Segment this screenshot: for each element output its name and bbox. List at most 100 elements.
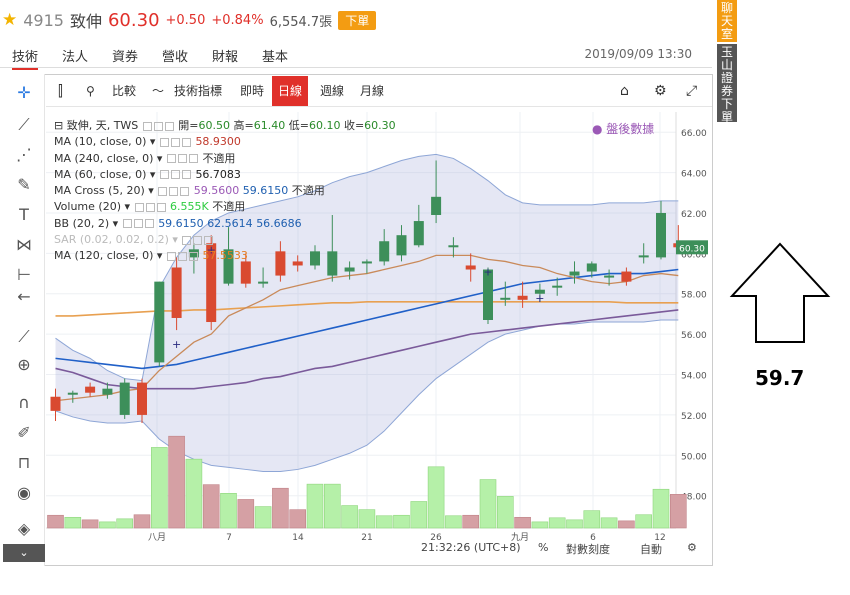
candle-body xyxy=(327,251,338,276)
chart-toolbar: ⫿ ⚲ 比較 〜 技術指標 即時 日線 週線 月線 ⌂ ⚙ ⤢ xyxy=(46,75,712,107)
indicator-value: 59.6150 xyxy=(158,216,204,230)
axis-settings-icon[interactable]: ⚙ xyxy=(687,541,697,554)
crosshair-icon[interactable]: ✛ xyxy=(17,83,31,102)
compare-button[interactable]: 比較 xyxy=(112,84,137,98)
up-arrow-icon xyxy=(729,242,831,343)
candle-body xyxy=(431,196,442,215)
fullscreen-icon[interactable]: ⤢ xyxy=(686,83,698,99)
pattern-icon[interactable]: ⋈ xyxy=(16,235,32,254)
candle-body xyxy=(552,285,563,288)
sar-marker: + xyxy=(535,292,544,305)
volume-bar xyxy=(133,514,151,529)
legend-volume[interactable]: Volume (20) ▾ 6.555K 不適用 xyxy=(54,200,246,214)
indicator-value-3: 56.6686 xyxy=(256,216,302,230)
x-tick-label: 7 xyxy=(226,533,232,543)
realtime-button[interactable]: 即時 xyxy=(240,84,265,98)
tab-financials[interactable]: 財報 xyxy=(212,50,239,65)
star-icon[interactable]: ★ xyxy=(2,10,18,30)
volume-bar xyxy=(479,479,497,529)
indicators-button[interactable]: 技術指標 xyxy=(174,84,223,98)
close-value: 60.30 xyxy=(364,119,396,132)
candle-body xyxy=(50,396,61,411)
order-button[interactable]: 下單 xyxy=(338,10,377,30)
broker-order-button[interactable]: 玉山證券下單 xyxy=(717,44,737,124)
volume-bar xyxy=(254,506,272,529)
collapse-icon[interactable]: ⌄ xyxy=(3,544,45,562)
volume-bar xyxy=(220,493,237,529)
bollinger-band-fill xyxy=(55,154,679,472)
weekly-button[interactable]: 週線 xyxy=(320,84,345,98)
sar-marker: + xyxy=(172,338,181,351)
indicator-label: MA (60, close, 0) xyxy=(54,167,147,181)
legend-sar[interactable]: SAR (0.02, 0.02, 0.2) ▾ xyxy=(54,232,396,248)
legend-ma240[interactable]: MA (240, close, 0) ▾ 不適用 xyxy=(54,151,236,165)
volume-bar xyxy=(445,515,462,529)
eye-icon[interactable]: ◉ xyxy=(17,483,31,502)
candle-body xyxy=(517,295,528,300)
y-tick-label: 60.00 xyxy=(681,250,707,260)
annotation-value: 59.7 xyxy=(755,366,805,390)
lock-icon[interactable]: ⊓ xyxy=(17,453,31,472)
volume-bar xyxy=(237,499,255,529)
tab-margin[interactable]: 資券 xyxy=(112,50,139,65)
quote-header: ★ 4915 致伸 60.30 +0.50 +0.84% 6,554.7張 下單 xyxy=(0,0,712,40)
zoom-icon[interactable]: ⊕ xyxy=(17,355,31,374)
candle-body xyxy=(500,297,511,300)
camera-icon[interactable]: ⌂ xyxy=(620,83,629,99)
main-tabs: 技術 法人 資券 營收 財報 基本 2019/09/09 13:30 xyxy=(0,44,712,70)
lock-draw-icon[interactable]: ✐ xyxy=(17,423,31,442)
monthly-button[interactable]: 月線 xyxy=(360,84,385,98)
prediction-icon[interactable]: ⊢ xyxy=(17,265,31,284)
settings-icon[interactable]: ⚙ xyxy=(654,83,667,99)
log-scale-toggle[interactable]: 對數刻度 xyxy=(566,543,610,556)
layers-icon[interactable]: ◈ xyxy=(17,519,31,538)
auto-scale-toggle[interactable]: 自動 xyxy=(640,543,662,556)
back-arrow-icon[interactable]: ← xyxy=(17,287,31,306)
x-tick-label: 26 xyxy=(430,533,442,543)
magnet-icon[interactable]: ∩ xyxy=(18,393,30,412)
legend-ma10[interactable]: MA (10, close, 0) ▾ 58.9300 xyxy=(54,135,241,149)
trendline-icon[interactable]: ⟋ xyxy=(18,115,30,134)
tab-institutional[interactable]: 法人 xyxy=(62,50,89,65)
compare-icon[interactable]: ⚲ xyxy=(86,84,95,98)
chat-button[interactable]: 聊天室 xyxy=(717,0,737,42)
last-price-tag-bg xyxy=(676,240,708,255)
sar-marker: + xyxy=(483,266,492,279)
candle-body xyxy=(102,388,113,395)
legend-macross[interactable]: MA Cross (5, 20) ▾ 59.5600 59.6150 不適用 xyxy=(54,184,325,198)
indicator-value-2: 59.6150 xyxy=(242,184,289,198)
indicators-icon[interactable]: 〜 xyxy=(152,84,165,98)
candle-body xyxy=(223,249,234,284)
volume-bar xyxy=(323,483,341,529)
candle-body xyxy=(275,251,286,276)
tab-technical[interactable]: 技術 xyxy=(12,46,39,70)
indicator-value: 57.5533 xyxy=(202,249,248,263)
daily-button[interactable]: 日線 xyxy=(272,76,309,106)
datetime: 2019/09/09 13:30 xyxy=(584,47,692,61)
text-icon[interactable]: T xyxy=(19,205,29,224)
candle-body xyxy=(188,249,199,258)
y-tick-label: 50.00 xyxy=(681,452,707,462)
fib-icon[interactable]: ⋰ xyxy=(16,145,32,164)
volume-bar xyxy=(427,466,445,529)
volume-bar xyxy=(151,447,168,529)
legend-bb[interactable]: BB (20, 2) ▾ 59.6150 62.5614 56.6686 xyxy=(54,216,302,230)
candle-body xyxy=(137,382,147,415)
volume-bar xyxy=(462,514,480,529)
percent-toggle[interactable]: % xyxy=(538,541,549,554)
candle-body xyxy=(206,243,217,323)
legend-ma60[interactable]: MA (60, close, 0) ▾ 56.7083 xyxy=(54,167,241,181)
y-tick-label: 54.00 xyxy=(681,372,707,382)
legend-ma120[interactable]: MA (120, close, 0) ▾ 57.5533 xyxy=(54,249,248,263)
collapse-legend-icon[interactable]: ⊟ xyxy=(54,119,67,132)
ruler-icon[interactable]: ⟋ xyxy=(18,327,30,346)
tab-revenue[interactable]: 營收 xyxy=(162,50,189,65)
candle-type-icon[interactable]: ⫿ xyxy=(58,82,63,100)
candle-body xyxy=(171,267,182,318)
indicator-label: SAR (0.02, 0.02, 0.2) xyxy=(54,233,169,247)
brush-icon[interactable]: ✎ xyxy=(17,175,31,194)
tab-basic[interactable]: 基本 xyxy=(262,50,289,65)
close-label: 收= xyxy=(343,119,365,132)
candle-body xyxy=(638,255,649,258)
